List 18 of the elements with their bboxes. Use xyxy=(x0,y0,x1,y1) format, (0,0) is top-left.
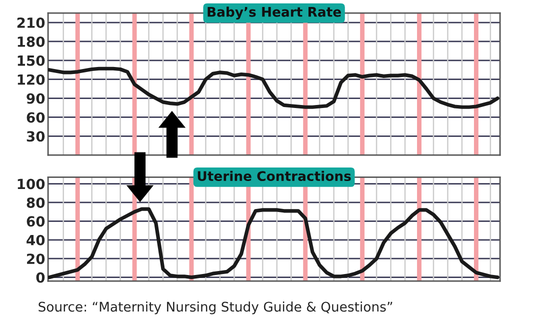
y-tick-label: 120 xyxy=(18,74,45,85)
chart-title: Uterine Contractions xyxy=(198,170,351,182)
y-tick-label: 80 xyxy=(26,197,45,208)
chart-title: Baby’s Heart Rate xyxy=(208,6,341,20)
y-tick-label: 100 xyxy=(18,178,45,190)
y-tick-label: 150 xyxy=(18,55,45,66)
y-tick-label: 180 xyxy=(18,36,45,47)
line-series xyxy=(48,66,500,109)
y-tick-label: 60 xyxy=(26,112,45,123)
y-tick-label: 60 xyxy=(26,216,45,227)
y-tick-label: 30 xyxy=(26,131,45,142)
line-series xyxy=(48,207,500,280)
y-tick-label: 90 xyxy=(26,93,45,104)
y-tick-label: 40 xyxy=(26,234,45,246)
y-tick-label: 0 xyxy=(36,272,45,283)
y-tick-label: 210 xyxy=(17,18,45,28)
source-note: Source: “Maternity Nursing Study Guide & Questions” xyxy=(38,302,392,314)
y-tick-label: 20 xyxy=(27,254,45,264)
